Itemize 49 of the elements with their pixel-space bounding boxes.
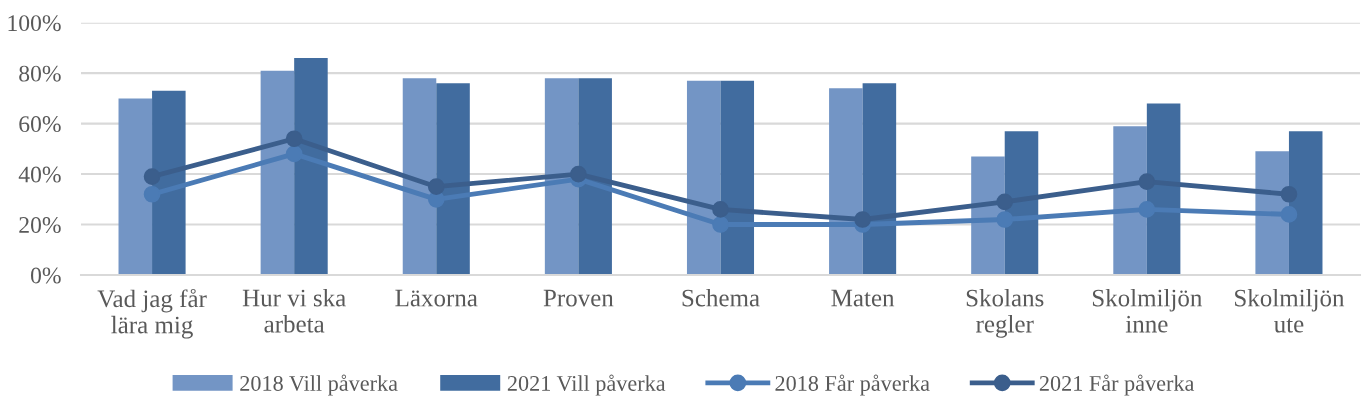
y-tick-label: 80% — [19, 65, 61, 82]
x-tick-label: Vad jag får lära mig — [97, 288, 207, 339]
point — [427, 178, 445, 196]
point — [1138, 201, 1156, 218]
y-tick-label: 100% — [8, 15, 61, 32]
y-tick-label: 20% — [19, 217, 61, 234]
bar — [1146, 103, 1181, 275]
bar — [1113, 126, 1147, 275]
bar — [436, 83, 470, 275]
point — [285, 130, 303, 148]
x-tick-label: Skolans regler — [966, 288, 1044, 338]
bar — [829, 88, 863, 275]
point — [570, 165, 587, 183]
bar — [294, 58, 328, 275]
legend-label: 2018 Får påverka — [775, 374, 930, 396]
x-tick-label: Skolmiljön ute — [1235, 288, 1345, 333]
bar — [1288, 131, 1323, 275]
point — [1280, 206, 1298, 223]
bar — [260, 70, 295, 275]
bar — [862, 83, 897, 275]
point — [143, 168, 161, 185]
point — [996, 193, 1014, 211]
x-tick-label: Schema — [682, 288, 760, 307]
point — [1280, 185, 1298, 203]
x-tick-label: Skolmiljön inne — [1092, 288, 1203, 333]
bar — [578, 78, 612, 275]
bar — [118, 98, 153, 275]
bar — [402, 78, 437, 275]
x-tick-label: Proven — [543, 289, 614, 307]
legend-label: 2021 Får påverka — [1039, 374, 1195, 396]
point — [854, 211, 871, 228]
legend-label: 2021 Vill påverka — [507, 374, 666, 396]
point — [712, 216, 729, 233]
x-tick-label: Läxorna — [395, 289, 478, 307]
point — [143, 185, 161, 203]
point — [1138, 173, 1156, 190]
point — [285, 145, 303, 163]
y-tick-label: 60% — [19, 116, 61, 133]
y-tick-label: 40% — [18, 166, 61, 183]
point — [996, 211, 1014, 228]
bar — [544, 78, 579, 275]
point — [712, 201, 729, 218]
legend-label: 2018 Vill påverka — [240, 374, 398, 396]
bar — [152, 90, 186, 275]
x-tick-label: Maten — [831, 289, 895, 307]
y-tick-label: 0% — [30, 267, 61, 284]
x-tick-label: Hur vi ska arbeta — [242, 288, 346, 333]
bar — [686, 80, 721, 275]
bar — [720, 80, 755, 275]
